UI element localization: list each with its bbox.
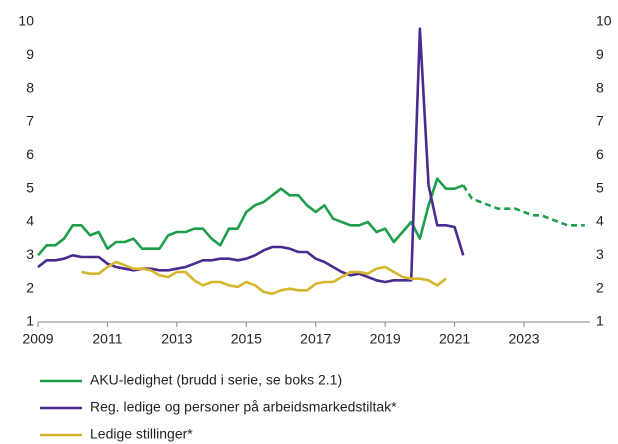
x-tick-label: 2011 — [92, 331, 122, 347]
y-tick-label: 5 — [26, 179, 34, 195]
x-tick-label: 2013 — [161, 331, 192, 347]
legend-label: AKU-ledighet (brudd i serie, se boks 2.1… — [90, 372, 342, 388]
x-tick-label: 2009 — [22, 331, 53, 347]
y2-tick-label: 10 — [596, 13, 612, 29]
y-tick-label: 4 — [26, 213, 34, 229]
y2-tick-label: 8 — [596, 79, 604, 95]
y-tick-label: 9 — [26, 46, 34, 62]
y-tick-label: 7 — [26, 113, 34, 129]
y-tick-label: 6 — [26, 146, 34, 162]
series-line — [462, 184, 585, 227]
y2-tick-label: 7 — [596, 113, 604, 129]
legend-label: Reg. ledige og personer på arbeidsmarked… — [90, 399, 397, 415]
y-tick-label: 2 — [26, 279, 34, 295]
legend-label: Ledige stillinger* — [90, 426, 193, 442]
x-tick-label: 2021 — [439, 331, 470, 347]
x-tick-label: 2019 — [370, 331, 401, 347]
x-tick-label: 2023 — [508, 331, 539, 347]
series-line — [37, 27, 465, 284]
y-tick-label: 10 — [18, 13, 34, 29]
x-tick-label: 2017 — [300, 331, 331, 347]
y2-tick-label: 5 — [596, 179, 604, 195]
y-tick-label: 8 — [26, 79, 34, 95]
y2-tick-label: 9 — [596, 46, 604, 62]
y-tick-label: 1 — [26, 313, 34, 329]
y2-tick-label: 3 — [596, 246, 604, 262]
x-tick-label: 2015 — [231, 331, 262, 347]
y-tick-label: 3 — [26, 246, 34, 262]
series-line — [37, 177, 464, 257]
y2-tick-label: 1 — [596, 313, 604, 329]
series-line — [81, 260, 447, 295]
y2-tick-label: 4 — [596, 213, 604, 229]
y2-tick-label: 2 — [596, 279, 604, 295]
y2-tick-label: 6 — [596, 146, 604, 162]
